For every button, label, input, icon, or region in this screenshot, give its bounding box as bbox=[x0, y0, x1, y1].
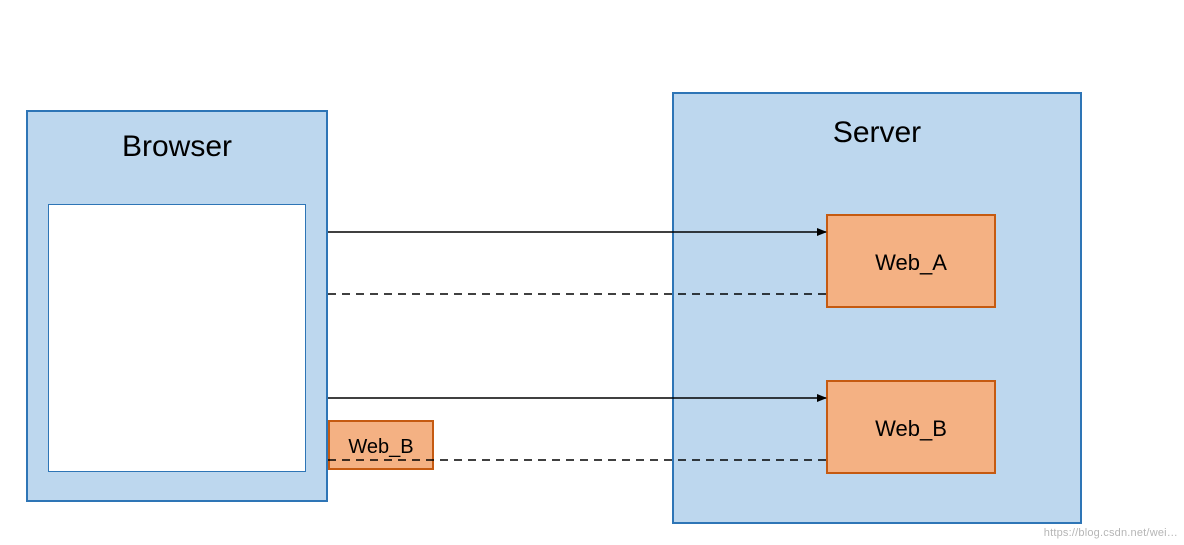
browser-title: Browser bbox=[28, 130, 326, 164]
diagram-canvas: Browser Server Web_A Web_B Web_B https:/… bbox=[0, 0, 1184, 545]
watermark: https://blog.csdn.net/wei… bbox=[1044, 527, 1178, 539]
web-b-server-node: Web_B bbox=[826, 380, 996, 474]
web-b-server-label: Web_B bbox=[828, 382, 994, 476]
web-a-label: Web_A bbox=[828, 216, 994, 310]
web-a-node: Web_A bbox=[826, 214, 996, 308]
browser-viewport bbox=[48, 204, 306, 472]
web-b-float-node: Web_B bbox=[328, 420, 434, 470]
server-title: Server bbox=[674, 116, 1080, 150]
web-b-float-label: Web_B bbox=[330, 422, 432, 472]
